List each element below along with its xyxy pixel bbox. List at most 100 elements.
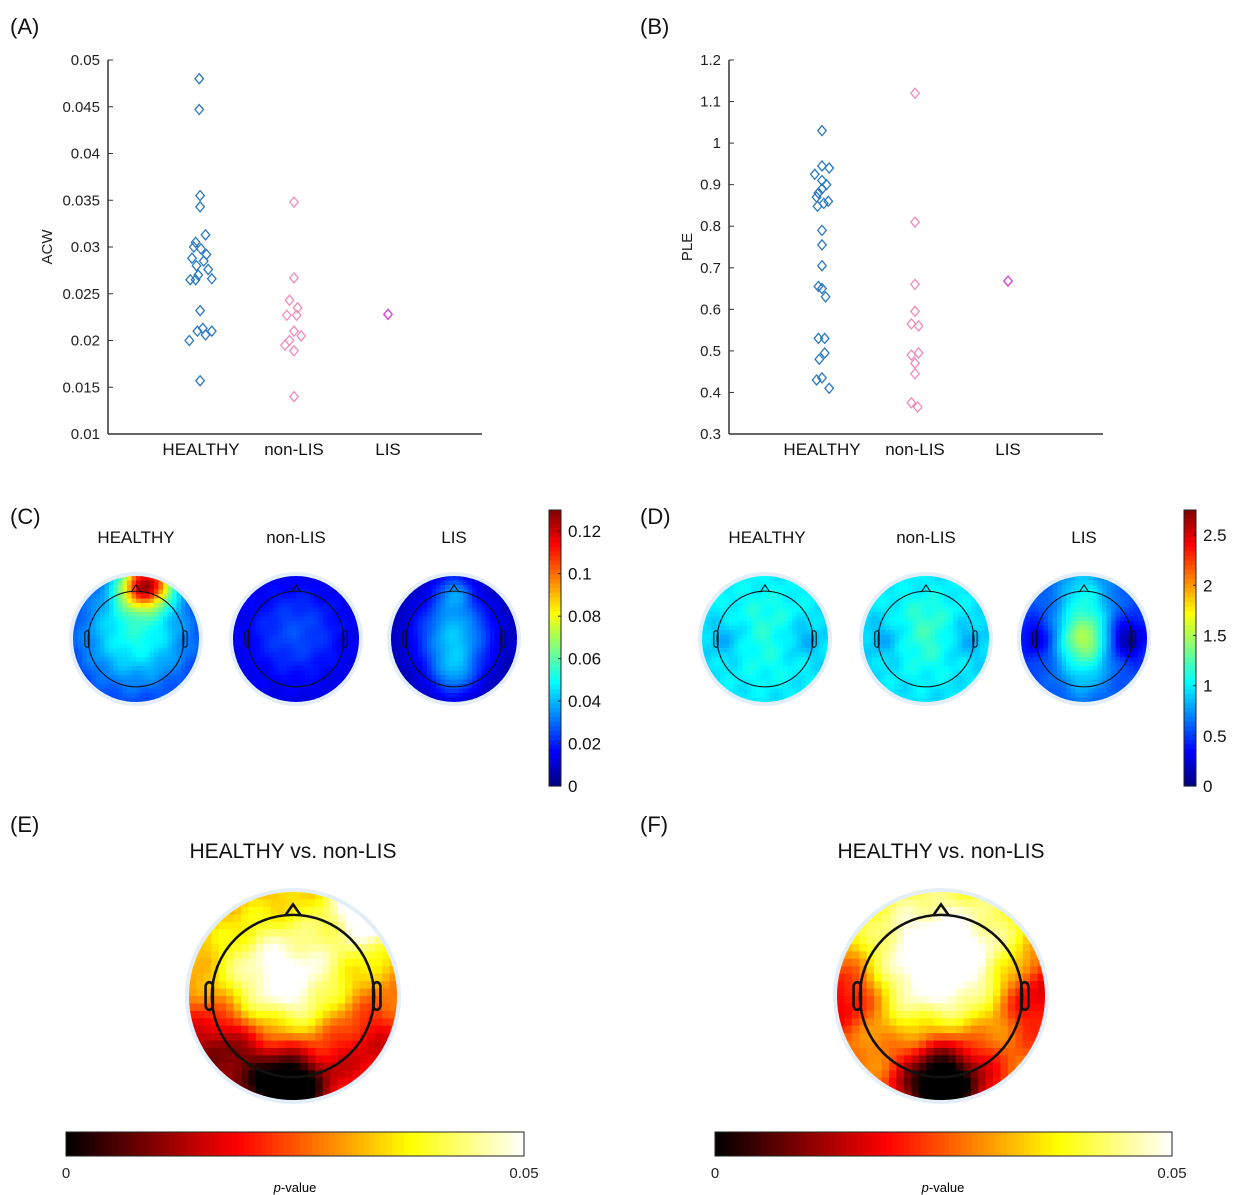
topomap-cell <box>760 616 766 622</box>
left-ear-icon <box>84 630 90 648</box>
topomap-cell <box>1084 585 1090 591</box>
topomap-cell <box>876 697 882 702</box>
topomap-cell <box>194 625 199 631</box>
topomap-cell <box>454 576 460 582</box>
topomap-cell <box>917 612 923 618</box>
topomap-cell <box>769 612 775 618</box>
topomap-cell <box>926 576 932 582</box>
topomap-cell <box>1030 589 1036 595</box>
topomap-cell <box>1084 639 1090 645</box>
topomap-cell <box>702 697 708 702</box>
topomap-cell <box>863 598 869 604</box>
topomap-cell <box>131 630 137 636</box>
topomap-cell <box>463 688 469 694</box>
topomap-cell <box>113 639 119 645</box>
topomap-cell <box>499 657 505 663</box>
topomap-cell <box>872 652 878 658</box>
topomap-cell <box>503 607 509 613</box>
topomap-cell <box>508 648 514 654</box>
topomap-cell <box>391 630 397 636</box>
topomap-cell <box>894 670 900 676</box>
topomap-cell <box>463 576 469 582</box>
topomap-cell <box>801 675 807 681</box>
topomap-cell <box>318 684 324 690</box>
topomap-cell <box>1133 576 1139 582</box>
topomap-cell <box>917 598 923 604</box>
topomap-cell <box>962 639 968 645</box>
topomap-cell <box>300 594 306 600</box>
topomap-cell <box>427 639 433 645</box>
colorbar-cell <box>549 744 561 750</box>
topomap-cell <box>309 630 315 636</box>
topomap-cell <box>899 612 905 618</box>
topomap-cell <box>975 652 981 658</box>
topomap <box>229 572 363 706</box>
topomap-cell <box>332 697 338 702</box>
topomap-cell <box>975 616 981 622</box>
topomap-cell <box>783 639 789 645</box>
topomap-cell <box>1102 607 1108 613</box>
topomap-cell <box>783 643 789 649</box>
topomap-cell <box>278 648 284 654</box>
data-point <box>909 87 921 100</box>
topomap-cell <box>778 616 784 622</box>
topomap-cell <box>778 697 784 702</box>
topomap-cell <box>190 594 196 600</box>
topomap-cell <box>404 612 410 618</box>
topomap-cell <box>805 661 811 667</box>
colorbar-cell <box>549 707 561 713</box>
topomap-cell <box>481 688 487 694</box>
topomap-cell <box>95 661 101 667</box>
topomap-cell <box>512 688 517 694</box>
topomap-cell <box>269 657 275 663</box>
topomap-cell <box>494 616 500 622</box>
topomap-cell <box>908 670 914 676</box>
topomap-cell <box>463 634 469 640</box>
topomap-cell <box>792 585 798 591</box>
topomap-cell <box>953 670 959 676</box>
topomap-cell <box>436 693 442 699</box>
topomap-cell <box>282 693 288 699</box>
topomap-cell <box>82 607 88 613</box>
topomap-cell <box>91 670 97 676</box>
topomap-cell <box>467 679 473 685</box>
topomap-cell <box>1088 657 1094 663</box>
topomap-cell <box>756 603 762 609</box>
topomap-cell <box>939 598 945 604</box>
topomap-cell <box>440 693 446 699</box>
topomap-cell <box>939 589 945 595</box>
topomap-cell <box>409 643 415 649</box>
topomap-cell <box>1057 675 1063 681</box>
topomap-cell <box>427 607 433 613</box>
topomap-cell <box>260 625 266 631</box>
topomap-cell <box>391 621 397 627</box>
topomap-cell <box>413 598 419 604</box>
topomap-cell <box>431 639 437 645</box>
topomap-cell <box>485 621 491 627</box>
topomap-cell <box>278 643 284 649</box>
topomap-cell <box>122 612 128 618</box>
topomap-cell <box>73 697 79 702</box>
topomap-cell <box>1115 688 1121 694</box>
topomap-cell <box>485 675 491 681</box>
topomap-cell <box>485 607 491 613</box>
topomap-cell <box>962 634 968 640</box>
topomap-cell <box>167 607 173 613</box>
topomap-cell <box>1093 679 1099 685</box>
topomap-cell <box>953 616 959 622</box>
topomap-cell <box>287 576 293 582</box>
topomap-cell <box>127 643 133 649</box>
topomap-cell <box>309 589 315 595</box>
topomap-cell <box>131 639 137 645</box>
topomap-cell <box>354 585 359 591</box>
topomap-cell <box>733 657 739 663</box>
topomap-cell <box>176 612 182 618</box>
topomap-cell <box>440 688 446 694</box>
topomap-cell <box>863 594 869 600</box>
topomap-cell <box>1079 594 1085 600</box>
topomap-cell <box>269 589 275 595</box>
topomap-cell <box>149 639 155 645</box>
topomap-cell <box>422 625 428 631</box>
topomap-cell <box>953 666 959 672</box>
topomap-cell <box>729 684 735 690</box>
